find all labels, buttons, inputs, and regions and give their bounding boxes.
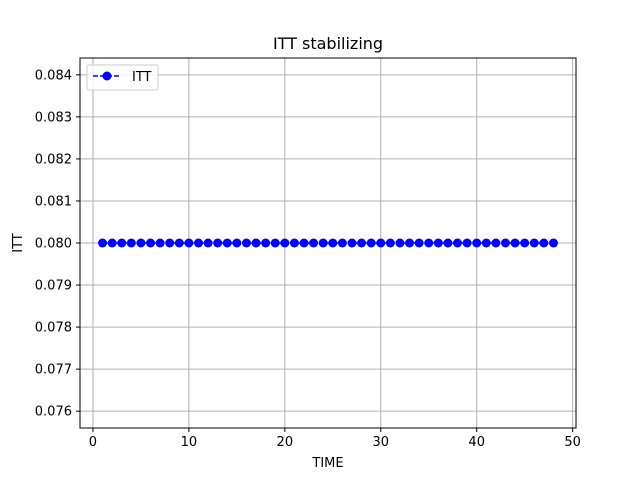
y-tick-label: 0.080 bbox=[35, 237, 72, 252]
x-tick-label: 30 bbox=[372, 435, 389, 450]
x-tick-label: 50 bbox=[564, 435, 581, 450]
data-point bbox=[405, 238, 415, 248]
data-point bbox=[289, 238, 299, 248]
data-point bbox=[366, 238, 376, 248]
y-tick-label: 0.079 bbox=[35, 279, 72, 294]
x-tick-label: 10 bbox=[181, 435, 198, 450]
data-point bbox=[433, 238, 443, 248]
data-point bbox=[443, 238, 453, 248]
data-point bbox=[481, 238, 491, 248]
data-point bbox=[193, 238, 203, 248]
y-tick-label: 0.076 bbox=[35, 405, 72, 420]
y-tick-label: 0.078 bbox=[35, 321, 72, 336]
data-point bbox=[165, 238, 175, 248]
data-point bbox=[424, 238, 434, 248]
data-point bbox=[107, 238, 117, 248]
data-point bbox=[241, 238, 251, 248]
data-point bbox=[299, 238, 309, 248]
data-point bbox=[453, 238, 463, 248]
data-point bbox=[357, 238, 367, 248]
data-point bbox=[472, 238, 482, 248]
data-point bbox=[155, 238, 165, 248]
y-axis-label: ITT bbox=[11, 233, 26, 253]
legend: ITT bbox=[86, 64, 159, 91]
data-point bbox=[337, 238, 347, 248]
data-point bbox=[491, 238, 501, 248]
legend-marker-sample bbox=[102, 71, 112, 81]
data-point bbox=[146, 238, 156, 248]
x-tick-label: 0 bbox=[89, 435, 97, 450]
data-point bbox=[395, 238, 405, 248]
data-point bbox=[414, 238, 424, 248]
data-point bbox=[347, 238, 357, 248]
y-tick-label: 0.082 bbox=[35, 152, 72, 167]
series-layer bbox=[98, 238, 558, 248]
data-point bbox=[184, 238, 194, 248]
data-point bbox=[270, 238, 280, 248]
data-point bbox=[117, 238, 127, 248]
data-point bbox=[213, 238, 223, 248]
data-point bbox=[98, 238, 108, 248]
data-point bbox=[318, 238, 328, 248]
data-point bbox=[548, 238, 558, 248]
data-point bbox=[376, 238, 386, 248]
data-point bbox=[232, 238, 242, 248]
data-point bbox=[520, 238, 530, 248]
data-point bbox=[280, 238, 290, 248]
x-tick-label: 40 bbox=[468, 435, 485, 450]
x-tick-label: 20 bbox=[277, 435, 294, 450]
y-tick-label: 0.084 bbox=[35, 68, 72, 83]
legend-box bbox=[86, 64, 159, 91]
data-point bbox=[222, 238, 232, 248]
data-point bbox=[539, 238, 549, 248]
y-tick-label: 0.081 bbox=[35, 194, 72, 209]
data-point bbox=[500, 238, 510, 248]
data-point bbox=[261, 238, 271, 248]
data-point bbox=[385, 238, 395, 248]
data-point bbox=[203, 238, 213, 248]
data-point bbox=[251, 238, 261, 248]
chart-title: ITT stabilizing bbox=[273, 34, 383, 53]
ticks: 0 10 20 30 40 50 0.076 0.077 0.078 0.079 0.080 0.08… bbox=[35, 68, 581, 450]
legend-label: ITT bbox=[132, 70, 152, 85]
data-point bbox=[462, 238, 472, 248]
data-point bbox=[328, 238, 338, 248]
data-point bbox=[126, 238, 136, 248]
y-tick-label: 0.077 bbox=[35, 363, 72, 378]
data-point bbox=[174, 238, 184, 248]
y-tick-label: 0.083 bbox=[35, 110, 72, 125]
x-axis-label: TIME bbox=[311, 456, 343, 471]
data-point bbox=[529, 238, 539, 248]
data-point bbox=[136, 238, 146, 248]
data-point bbox=[510, 238, 520, 248]
data-point bbox=[309, 238, 319, 248]
